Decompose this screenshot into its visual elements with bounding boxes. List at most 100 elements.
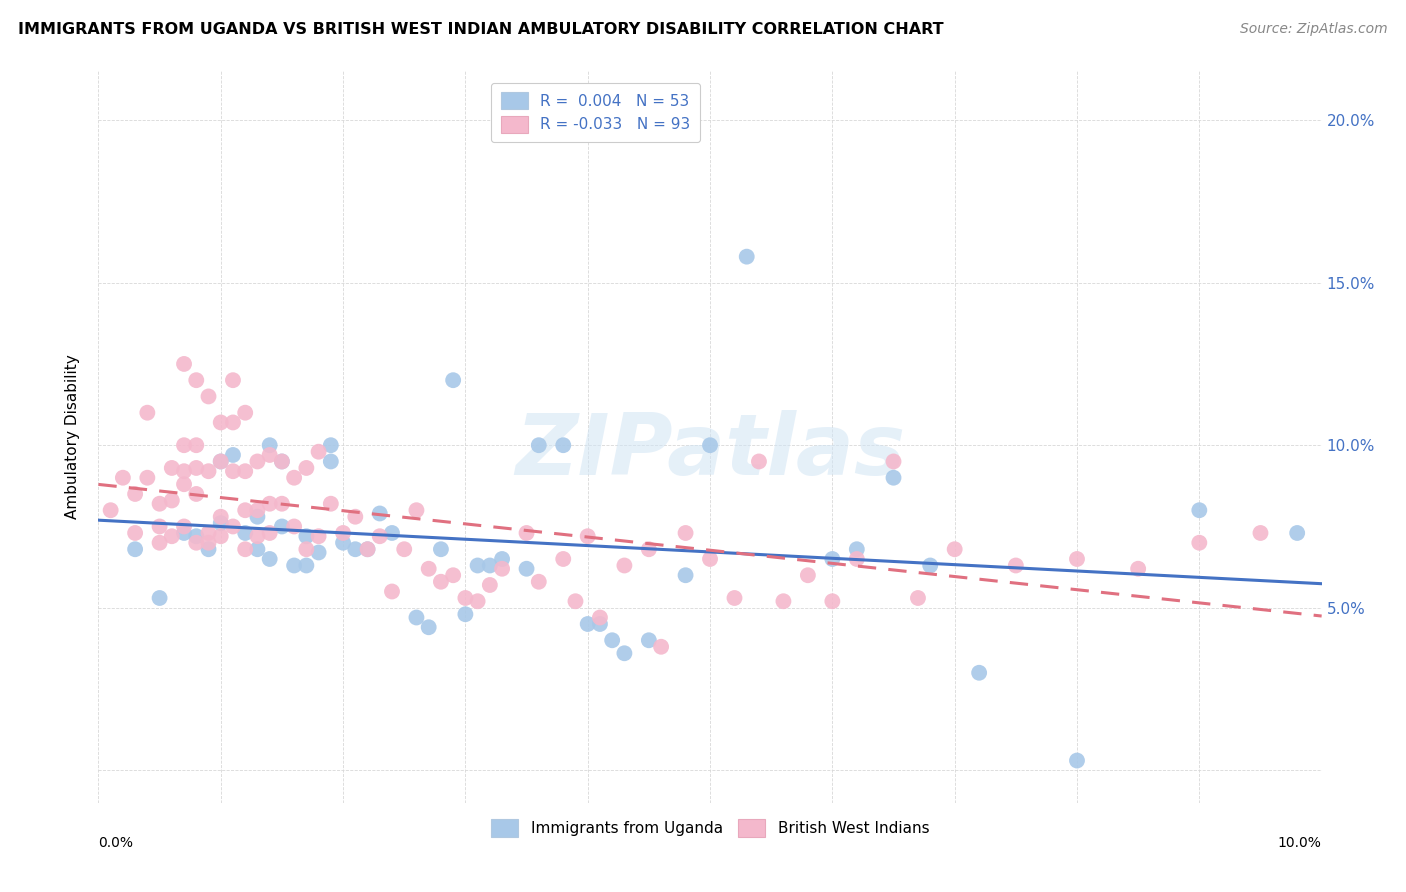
Point [613,558,636,573]
Point [222,464,245,478]
Point [209,416,232,430]
Point [319,497,342,511]
Point [527,574,550,589]
Point [295,529,318,543]
Point [600,633,623,648]
Point [319,438,342,452]
Point [454,607,477,622]
Point [1066,754,1088,768]
Point [259,448,281,462]
Point [173,464,195,478]
Point [209,516,232,531]
Point [149,497,172,511]
Point [149,535,172,549]
Point [637,542,661,557]
Point [650,640,672,654]
Point [259,526,281,541]
Point [491,552,513,566]
Point [516,526,538,541]
Point [295,542,318,557]
Point [1066,552,1088,566]
Point [418,620,440,634]
Point [1188,503,1211,517]
Point [883,454,905,468]
Point [295,558,318,573]
Point [124,487,146,501]
Point [675,568,697,582]
Point [173,357,195,371]
Point [613,646,636,660]
Point [246,454,269,468]
Point [270,454,292,468]
Point [197,535,219,549]
Point [222,416,245,430]
Point [491,562,513,576]
Point [576,529,599,543]
Point [186,529,208,543]
Point [576,617,599,632]
Point [197,526,219,541]
Point [233,406,256,420]
Point [564,594,586,608]
Point [283,558,305,573]
Point [100,503,122,517]
Text: IMMIGRANTS FROM UGANDA VS BRITISH WEST INDIAN AMBULATORY DISABILITY CORRELATION : IMMIGRANTS FROM UGANDA VS BRITISH WEST I… [18,22,943,37]
Point [186,373,208,387]
Point [907,591,929,605]
Point [441,373,464,387]
Point [186,461,208,475]
Point [797,568,820,582]
Point [233,542,256,557]
Point [821,552,844,566]
Point [259,497,281,511]
Point [124,542,146,557]
Point [454,591,477,605]
Point [136,406,159,420]
Point [332,535,354,549]
Point [392,542,416,557]
Point [368,507,391,521]
Point [259,438,281,452]
Point [233,526,256,541]
Point [553,438,575,452]
Point [308,444,330,458]
Point [699,552,721,566]
Legend: R =  0.004   N = 53, R = -0.033   N = 93: R = 0.004 N = 53, R = -0.033 N = 93 [491,83,700,143]
Point [430,574,453,589]
Text: 10.0%: 10.0% [1278,836,1322,850]
Point [344,542,367,557]
Point [332,526,354,541]
Point [478,578,501,592]
Point [675,526,697,541]
Point [160,461,183,475]
Point [845,552,868,566]
Point [283,519,305,533]
Y-axis label: Ambulatory Disability: Ambulatory Disability [65,355,80,519]
Text: 0.0%: 0.0% [98,836,134,850]
Point [209,454,232,468]
Point [1249,526,1271,541]
Point [186,487,208,501]
Point [467,594,489,608]
Point [222,373,245,387]
Point [259,552,281,566]
Point [845,542,868,557]
Point [283,471,305,485]
Point [246,542,269,557]
Point [246,529,269,543]
Point [1188,535,1211,549]
Point [527,438,550,452]
Point [295,461,318,475]
Point [270,519,292,533]
Point [405,503,427,517]
Point [197,464,219,478]
Point [149,591,172,605]
Point [222,519,245,533]
Point [186,438,208,452]
Point [967,665,990,680]
Point [173,477,195,491]
Point [173,526,195,541]
Point [356,542,378,557]
Point [920,558,942,573]
Point [381,584,404,599]
